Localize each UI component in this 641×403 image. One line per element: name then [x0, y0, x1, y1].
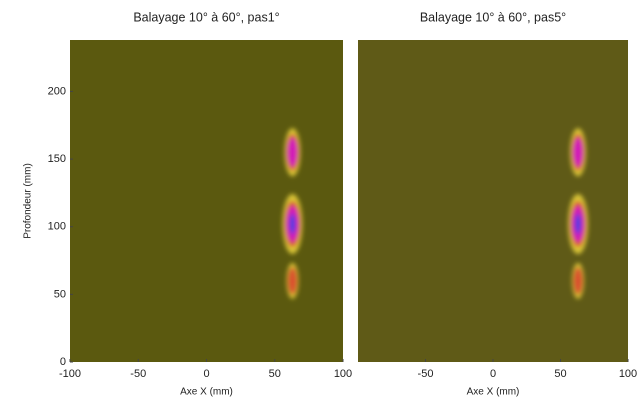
spots — [282, 128, 303, 299]
y-tick-label: 0 — [60, 356, 66, 368]
spots — [568, 128, 589, 299]
x-tick-label: -50 — [130, 368, 146, 380]
x-tick-label: 50 — [269, 368, 281, 380]
spot — [287, 267, 298, 295]
y-tick-label: 100 — [48, 221, 66, 233]
spot — [289, 214, 296, 234]
chart-title: Balayage 10° à 60°, pas5° — [420, 10, 566, 24]
x-axis-label: Axe X (mm) — [180, 387, 233, 398]
x-axis-label: Axe X (mm) — [467, 387, 520, 398]
y-tick-label: 150 — [48, 153, 66, 165]
x-tick-label: -50 — [418, 368, 434, 380]
spot — [287, 137, 298, 167]
y-tick-label: 200 — [48, 85, 66, 97]
chart-title: Balayage 10° à 60°, pas1° — [133, 10, 279, 24]
x-tick-label: 100 — [619, 368, 637, 380]
x-tick-label: 0 — [490, 368, 496, 380]
spot — [573, 267, 583, 295]
x-tick-label: -100 — [59, 368, 81, 380]
x-tick-label: 50 — [554, 368, 566, 380]
plot-area — [358, 40, 628, 362]
spot — [575, 214, 582, 234]
x-tick-label: 0 — [203, 368, 209, 380]
y-tick-label: 50 — [54, 288, 66, 300]
plot-area — [70, 40, 343, 362]
x-tick-label: 100 — [334, 368, 352, 380]
y-axis-label: Profondeur (mm) — [23, 163, 34, 239]
spot — [572, 137, 584, 167]
